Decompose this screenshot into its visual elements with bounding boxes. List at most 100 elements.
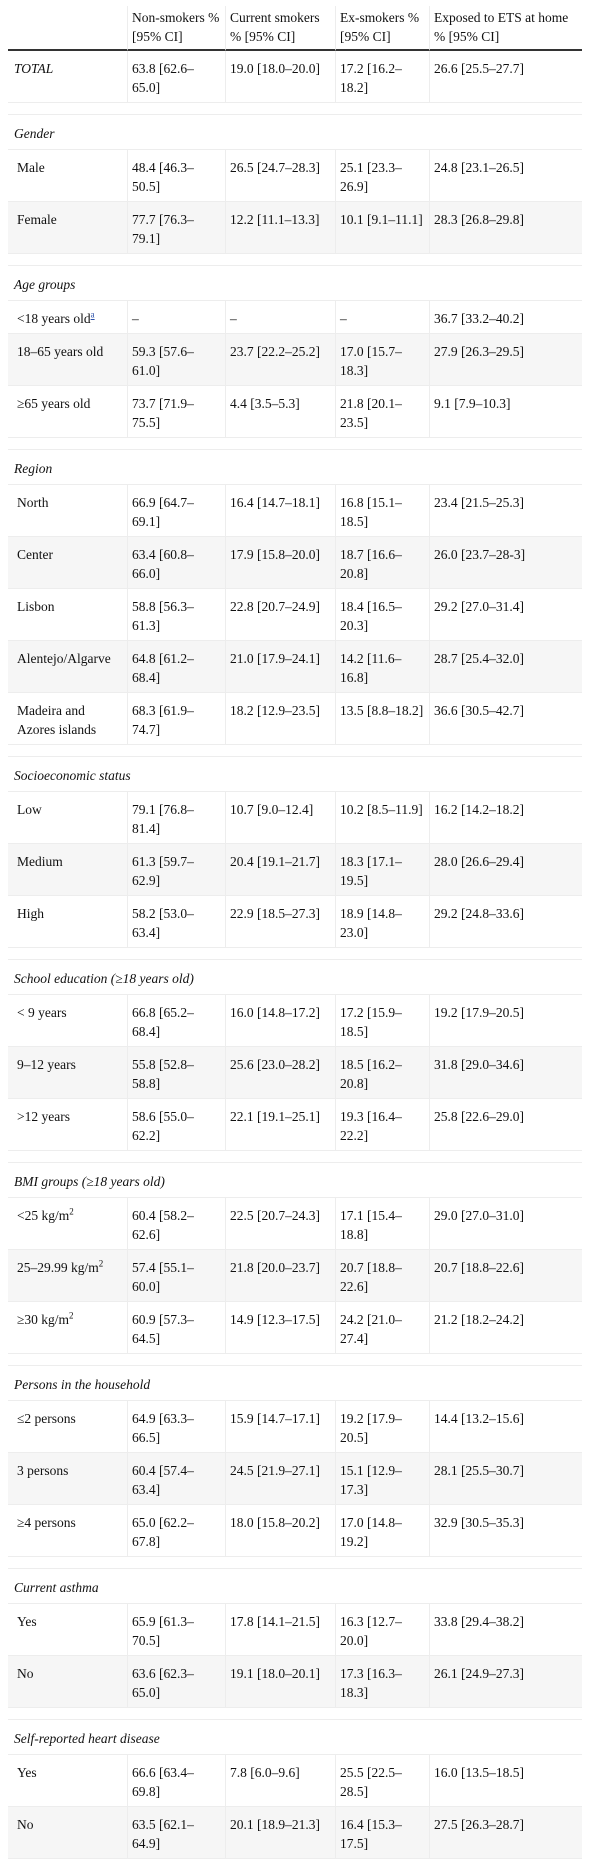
row-label: >12 years <box>8 1099 128 1151</box>
total-row: TOTAL 63.8 [62.6–65.0] 19.0 [18.0–20.0] … <box>8 51 582 103</box>
cell-non-smokers: – <box>128 301 226 334</box>
row-label-text: North <box>17 495 49 510</box>
row-label-text: >12 years <box>17 1109 70 1124</box>
cell-current-smokers: 23.7 [22.2–25.2] <box>226 334 336 386</box>
cell-current-smokers: 18.2 [12.9–23.5] <box>226 693 336 745</box>
table-header: Non-smokers % [95% CI] Current smokers %… <box>8 6 582 51</box>
cell-non-smokers: 65.0 [62.2–67.8] <box>128 1505 226 1557</box>
cell-non-smokers: 65.9 [61.3–70.5] <box>128 1604 226 1656</box>
cell-current-smokers: 12.2 [11.1–13.3] <box>226 202 336 254</box>
spacer-cell <box>8 1151 582 1163</box>
cell-non-smokers: 64.9 [63.3–66.5] <box>128 1401 226 1453</box>
table-row: 25–29.99 kg/m2 57.4 [55.1–60.0] 21.8 [20.0… <box>8 1250 582 1302</box>
row-label-text: Lisbon <box>17 599 55 614</box>
total-ets: 26.6 [25.5–27.7] <box>430 51 582 103</box>
cell-ets: 27.9 [26.3–29.5] <box>430 334 582 386</box>
cell-ex-smokers: 18.4 [16.5–20.3] <box>336 589 430 641</box>
row-label-text: <25 kg/m <box>17 1208 70 1223</box>
section-heading-row: Persons in the household <box>8 1366 582 1401</box>
cell-ets: 29.0 [27.0–31.0] <box>430 1198 582 1250</box>
table-row: Male 48.4 [46.3–50.5] 26.5 [24.7–28.3] 25.1… <box>8 150 582 202</box>
cell-current-smokers: – <box>226 301 336 334</box>
cell-ets: 28.3 [26.8–29.8] <box>430 202 582 254</box>
row-label: Alentejo/Algarve <box>8 641 128 693</box>
unit-superscript: 2 <box>98 1258 104 1269</box>
cell-ex-smokers: 13.5 [8.8–18.2] <box>336 693 430 745</box>
cell-non-smokers: 66.9 [64.7–69.1] <box>128 485 226 537</box>
section-title: Socioeconomic status <box>8 757 582 792</box>
cell-ex-smokers: 17.2 [15.9–18.5] <box>336 995 430 1047</box>
row-label-text: Female <box>17 212 57 227</box>
cell-ets: 20.7 [18.8–22.6] <box>430 1250 582 1302</box>
spacer-cell <box>8 254 582 266</box>
row-label: 25–29.99 kg/m2 <box>8 1250 128 1302</box>
cell-ex-smokers: 18.9 [14.8–23.0] <box>336 896 430 948</box>
table-row: Alentejo/Algarve 64.8 [61.2–68.4] 21.0 [17… <box>8 641 582 693</box>
table-row: 3 persons 60.4 [57.4–63.4] 24.5 [21.9–27.1… <box>8 1453 582 1505</box>
header-non-smokers: Non-smokers % [95% CI] <box>128 6 226 51</box>
section-heading-row: Age groups <box>8 266 582 301</box>
row-label-text: ≥4 persons <box>17 1515 76 1530</box>
cell-current-smokers: 21.0 [17.9–24.1] <box>226 641 336 693</box>
cell-ex-smokers: 24.2 [21.0–27.4] <box>336 1302 430 1354</box>
cell-non-smokers: 73.7 [71.9–75.5] <box>128 386 226 438</box>
spacer-cell <box>8 103 582 115</box>
cell-ets: 9.1 [7.9–10.3] <box>430 386 582 438</box>
row-label-text: No <box>17 1817 34 1832</box>
cell-ets: 31.8 [29.0–34.6] <box>430 1047 582 1099</box>
footnote-link[interactable]: a <box>90 309 95 320</box>
row-label: Yes <box>8 1755 128 1807</box>
row-label: Medium <box>8 844 128 896</box>
cell-ex-smokers: 20.7 [18.8–22.6] <box>336 1250 430 1302</box>
cell-ex-smokers: 16.8 [15.1–18.5] <box>336 485 430 537</box>
table-row: Lisbon 58.8 [56.3–61.3] 22.8 [20.7–24.9] 18… <box>8 589 582 641</box>
total-label: TOTAL <box>8 51 128 103</box>
cell-ex-smokers: 14.2 [11.6–16.8] <box>336 641 430 693</box>
row-label: < 9 years <box>8 995 128 1047</box>
cell-non-smokers: 63.6 [62.3–65.0] <box>128 1656 226 1708</box>
table-row: <18 years olda – – –36.7 [33.2–40.2] <box>8 301 582 334</box>
row-label: No <box>8 1656 128 1708</box>
row-label-text: Yes <box>17 1765 37 1780</box>
row-label-text: ≥65 years old <box>17 396 91 411</box>
cell-current-smokers: 16.0 [14.8–17.2] <box>226 995 336 1047</box>
section-spacer <box>8 438 582 450</box>
section-spacer <box>8 948 582 960</box>
table-row: No 63.5 [62.1–64.9] 20.1 [18.9–21.3] 16.4 [… <box>8 1807 582 1859</box>
cell-ets: 26.1 [24.9–27.3] <box>430 1656 582 1708</box>
cell-non-smokers: 61.3 [59.7–62.9] <box>128 844 226 896</box>
section-heading-row: BMI groups (≥18 years old) <box>8 1163 582 1198</box>
cell-current-smokers: 17.8 [14.1–21.5] <box>226 1604 336 1656</box>
cell-ex-smokers: 17.3 [16.3–18.3] <box>336 1656 430 1708</box>
section-title: School education (≥18 years old) <box>8 960 582 995</box>
cell-current-smokers: 22.1 [19.1–25.1] <box>226 1099 336 1151</box>
cell-non-smokers: 60.4 [57.4–63.4] <box>128 1453 226 1505</box>
section-title: BMI groups (≥18 years old) <box>8 1163 582 1198</box>
total-ex-smokers: 17.2 [16.2–18.2] <box>336 51 430 103</box>
cell-non-smokers: 66.8 [65.2–68.4] <box>128 995 226 1047</box>
cell-ets: 28.0 [26.6–29.4] <box>430 844 582 896</box>
cell-current-smokers: 22.8 [20.7–24.9] <box>226 589 336 641</box>
spacer-cell <box>8 1557 582 1569</box>
cell-ex-smokers: – <box>336 301 430 334</box>
section-spacer <box>8 1151 582 1163</box>
table-row: Medium 61.3 [59.7–62.9] 20.4 [19.1–21.7] 18… <box>8 844 582 896</box>
section-spacer <box>8 1708 582 1720</box>
row-label: No <box>8 1807 128 1859</box>
cell-ets: 25.8 [22.6–29.0] <box>430 1099 582 1151</box>
spacer-cell <box>8 948 582 960</box>
section-title: Self-reported heart disease <box>8 1720 582 1755</box>
cell-ex-smokers: 18.7 [16.6–20.8] <box>336 537 430 589</box>
row-label: Lisbon <box>8 589 128 641</box>
cell-current-smokers: 19.1 [18.0–20.1] <box>226 1656 336 1708</box>
cell-ets: 21.2 [18.2–24.2] <box>430 1302 582 1354</box>
row-label-text: Center <box>17 547 53 562</box>
row-label: ≤2 persons <box>8 1401 128 1453</box>
row-label: North <box>8 485 128 537</box>
row-label: 9–12 years <box>8 1047 128 1099</box>
cell-non-smokers: 68.3 [61.9–74.7] <box>128 693 226 745</box>
section-heading-row: School education (≥18 years old) <box>8 960 582 995</box>
spacer-cell <box>8 438 582 450</box>
row-label-text: Male <box>17 160 45 175</box>
section-heading-row: Gender <box>8 115 582 150</box>
